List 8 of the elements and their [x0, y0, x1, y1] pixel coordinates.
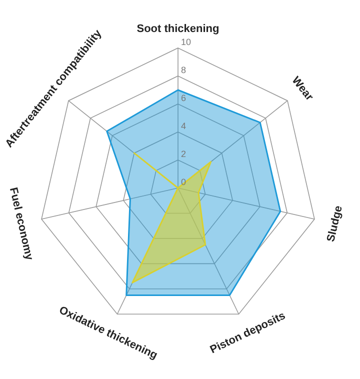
- spoke-label: Soot thickening: [136, 23, 220, 35]
- y-tick-label: 4: [181, 121, 186, 131]
- spoke-label: Fuel economy: [6, 186, 36, 262]
- y-tick-label: 8: [181, 65, 186, 75]
- y-tick-label: 10: [181, 37, 192, 47]
- spoke-label: Sludge: [325, 204, 345, 244]
- y-tick-label: 6: [181, 93, 186, 103]
- y-tick-label: 2: [181, 149, 186, 159]
